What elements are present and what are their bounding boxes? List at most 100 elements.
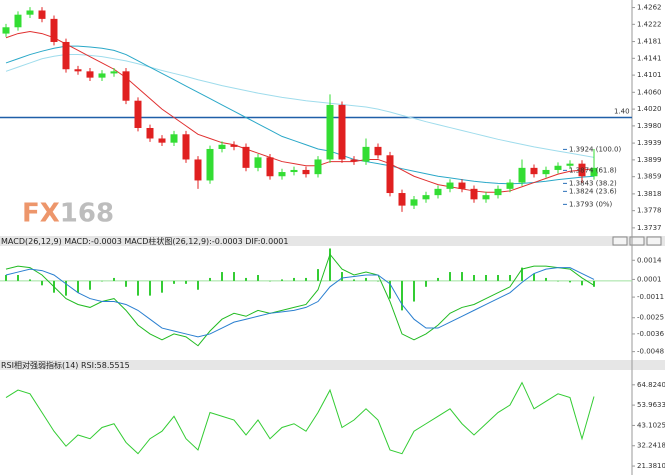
y-tick-label: -0.0036 [637, 330, 665, 338]
y-tick-label: 1.3778 [637, 207, 662, 215]
histogram-bar [29, 279, 31, 281]
histogram-bar [125, 280, 127, 287]
series-line [5, 267, 595, 338]
candle-body [230, 144, 238, 147]
histogram-bar [389, 280, 391, 299]
histogram-bar [185, 280, 187, 284]
y-tick-label: -0.0048 [637, 348, 664, 356]
series-line [5, 54, 595, 158]
histogram-bar [461, 272, 463, 281]
histogram-bar [65, 280, 67, 296]
histogram-bar [401, 280, 403, 311]
candle-body [338, 104, 346, 160]
histogram-bar [269, 280, 271, 282]
minimize-button[interactable] [612, 236, 628, 246]
histogram-bar [413, 280, 415, 302]
macd-title: MACD(26,12,9) MACD:-0.0003 MACD柱状图(26,12… [1, 236, 288, 246]
candle-body [578, 163, 586, 177]
fib-label: 1.3924 (100.0) [569, 145, 621, 153]
candle-body [326, 104, 334, 160]
histogram-bar [593, 280, 595, 287]
y-tick-label: 32.2418 [637, 442, 665, 450]
histogram-bar [245, 277, 247, 281]
y-tick-label: 0.0001 [637, 275, 662, 283]
fib-label: 1.3824 (23.6) [569, 187, 617, 195]
fib-label: 1.3843 (38.2) [569, 179, 617, 187]
histogram-bar [449, 272, 451, 281]
histogram-bar [113, 277, 115, 281]
candle-body [506, 182, 514, 189]
histogram-bar [293, 277, 295, 281]
candle-body [518, 167, 526, 183]
histogram-bar [509, 275, 511, 281]
y-tick-label: 1.3737 [637, 224, 662, 232]
candle-body [566, 163, 574, 166]
window-buttons [612, 236, 662, 246]
candle-body [110, 71, 118, 74]
candle-body [74, 69, 82, 72]
candle-body [302, 169, 310, 175]
y-tick-label: 1.3899 [637, 156, 662, 164]
y-tick-label: 1.4020 [637, 105, 662, 113]
candle-body [98, 73, 106, 78]
candle-body [398, 193, 406, 206]
candle-body [170, 134, 178, 143]
candle-body [494, 188, 502, 196]
histogram-bar [233, 272, 235, 281]
histogram-bar [209, 277, 211, 281]
y-tick-label: -0.0011 [637, 293, 664, 301]
histogram-bar [197, 280, 199, 290]
candle-body [2, 27, 10, 34]
candle-body [50, 18, 58, 42]
series-line [5, 45, 595, 185]
histogram-bar [473, 275, 475, 281]
histogram-bar [569, 280, 571, 283]
histogram-bar [533, 273, 535, 281]
histogram-bar [17, 275, 19, 281]
rsi-title: RSI相对强弱指标(14) RSI:58.5515 [1, 360, 130, 370]
y-tick-label: 1.4222 [637, 20, 662, 28]
candle-body [410, 199, 418, 206]
y-tick-label: 1.4262 [637, 4, 662, 12]
candle-body [242, 146, 250, 168]
y-tick-label: 1.3980 [637, 122, 662, 130]
candle-body [314, 159, 322, 175]
panel-header [0, 360, 665, 370]
y-tick-label: 64.8240 [637, 381, 665, 389]
histogram-bar [89, 280, 91, 290]
y-tick-label: 1.3818 [637, 190, 662, 198]
candle-body [86, 71, 94, 78]
close-button[interactable] [646, 236, 662, 246]
y-tick-label: 1.4101 [637, 71, 662, 79]
maximize-button[interactable] [629, 236, 645, 246]
histogram-bar [377, 280, 379, 282]
y-tick-label: 1.4181 [637, 38, 662, 46]
y-tick-label: 1.4060 [637, 88, 662, 96]
candle-body [266, 157, 274, 177]
y-tick-label: -0.0025 [637, 314, 664, 322]
series-line [5, 381, 595, 455]
histogram-bar [353, 279, 355, 281]
histogram-bar [161, 280, 163, 293]
histogram-bar [425, 280, 427, 287]
candle-body [146, 127, 154, 139]
histogram-bar [545, 277, 547, 281]
histogram-bar [101, 280, 103, 282]
y-tick-label: 1.4141 [637, 54, 662, 62]
histogram-bar [137, 280, 139, 296]
histogram-bar [221, 272, 223, 281]
candle-body [350, 159, 358, 162]
candle-body [62, 41, 70, 70]
histogram-bar [281, 279, 283, 281]
candle-body [362, 146, 370, 162]
candle-body [254, 157, 262, 168]
y-tick-label: 53.9633 [637, 401, 665, 409]
histogram-bar [437, 277, 439, 281]
histogram-bar [497, 275, 499, 281]
candle-body [194, 159, 202, 181]
candle-body [278, 172, 286, 177]
histogram-bar [329, 248, 331, 281]
fib-label: 1.3874 (61.8) [569, 166, 617, 174]
y-tick-label: 1.3859 [637, 173, 662, 181]
